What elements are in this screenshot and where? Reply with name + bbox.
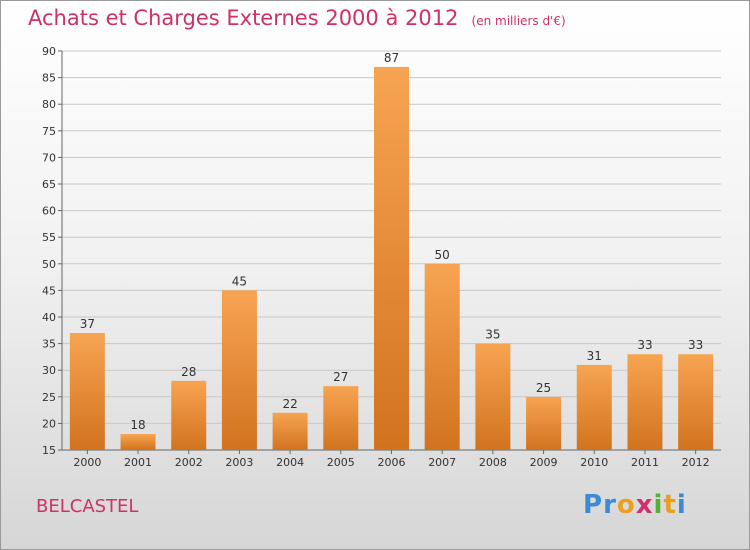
bar [678,354,714,450]
bar [526,396,562,450]
y-tick-label: 15 [42,444,56,457]
y-tick-label: 70 [42,151,56,164]
y-tick-label: 85 [42,72,56,85]
bar [475,343,511,450]
x-tick-label: 2011 [631,456,659,469]
bar [323,386,359,450]
logo-letter: x [635,490,654,520]
data-label: 28 [181,365,196,379]
logo-letter: i [653,490,664,520]
y-tick-label: 60 [42,205,56,218]
x-tick-label: 2003 [225,456,253,469]
data-label: 33 [688,338,703,352]
bar [221,290,257,450]
data-label: 45 [232,274,247,288]
commune-name: BELCASTEL [36,496,139,517]
bar [171,380,207,450]
logo-letter: t [663,490,677,520]
bar [272,412,308,450]
bar [576,364,612,450]
x-tick-label: 2002 [175,456,203,469]
x-tick-label: 2010 [580,456,608,469]
proxiti-logo: Proxiti [583,490,687,520]
y-tick-label: 25 [42,391,56,404]
y-tick-label: 30 [42,364,56,377]
bar [120,434,156,450]
y-tick-label: 55 [42,231,56,244]
title-row: Achats et Charges Externes 2000 à 2012 (… [28,6,566,30]
x-tick-label: 2006 [378,456,406,469]
y-tick-label: 20 [42,417,56,430]
x-tick-label: 2004 [276,456,304,469]
x-tick-label: 2000 [73,456,101,469]
data-label: 22 [282,397,297,411]
logo-letter: o [616,490,636,520]
bar [424,263,460,450]
x-tick-label: 2001 [124,456,152,469]
y-tick-label: 90 [42,45,56,58]
bar [627,354,663,450]
data-label: 35 [485,328,500,342]
y-tick-label: 65 [42,178,56,191]
data-label: 50 [435,248,450,262]
logo-letter: i [676,490,687,520]
data-label: 31 [587,349,602,363]
x-tick-label: 2009 [530,456,558,469]
data-label: 87 [384,51,399,65]
data-label: 27 [333,370,348,384]
x-tick-label: 2005 [327,456,355,469]
bar [374,66,409,451]
bar [69,332,105,450]
logo-letter: r [603,490,617,520]
x-tick-label: 2012 [682,456,710,469]
chart-title: Achats et Charges Externes 2000 à 2012 [28,6,459,30]
data-label: 25 [536,381,551,395]
y-tick-label: 80 [42,98,56,111]
logo-letter: P [583,490,604,520]
y-tick-label: 35 [42,338,56,351]
data-label: 18 [130,418,145,432]
chart-subtitle: (en milliers d'€) [471,14,566,28]
x-tick-label: 2008 [479,456,507,469]
y-tick-label: 45 [42,284,56,297]
y-tick-label: 75 [42,125,56,138]
bars [69,66,714,451]
data-label: 37 [80,317,95,331]
labels: 15 20 25 30 35 40 45 50 55 60 65 70 75 80 85 90 37 2000 18… [42,45,710,469]
y-tick-label: 50 [42,258,56,271]
data-label: 33 [637,338,652,352]
y-tick-label: 40 [42,311,56,324]
x-tick-label: 2007 [428,456,456,469]
